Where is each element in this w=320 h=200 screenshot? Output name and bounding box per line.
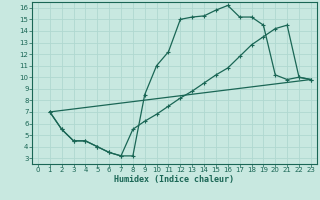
X-axis label: Humidex (Indice chaleur): Humidex (Indice chaleur) <box>115 175 234 184</box>
